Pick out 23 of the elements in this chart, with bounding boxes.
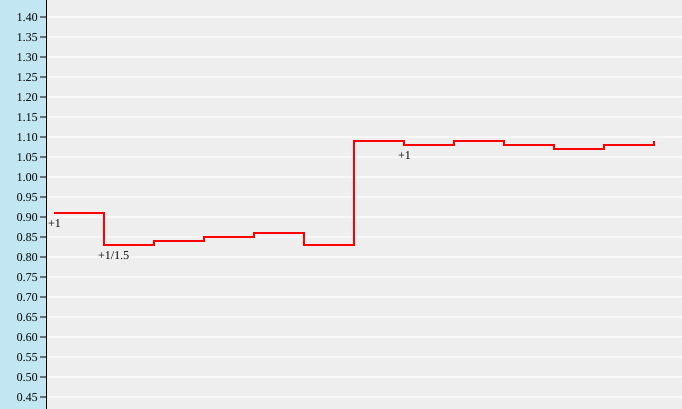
y-tick-label: 0.55 [16,350,38,364]
y-tick-label: 1.25 [16,70,38,84]
y-tick-label: 1.30 [16,50,38,64]
y-tick-label: 0.60 [16,330,38,344]
y-tick-label: 1.40 [16,10,38,24]
y-tick-label: 1.10 [16,130,38,144]
y-tick-label: 1.20 [16,90,38,104]
y-tick-label: 1.15 [16,110,38,124]
annotation: +1 [48,216,61,230]
y-tick-label: 0.80 [16,250,38,264]
annotation: +1 [398,148,411,162]
y-tick-label: 1.35 [16,30,38,44]
annotation: +1/1.5 [98,248,130,262]
y-tick-label: 0.90 [16,210,38,224]
y-tick-label: 0.65 [16,310,38,324]
y-tick-label: 0.75 [16,270,38,284]
y-tick-label: 0.85 [16,230,38,244]
y-tick-label: 1.00 [16,170,38,184]
y-tick-label: 1.05 [16,150,38,164]
y-tick-label: 0.70 [16,290,38,304]
y-tick-label: 0.45 [16,390,38,404]
y-tick-label: 0.95 [16,190,38,204]
y-tick-label: 0.50 [16,370,38,384]
